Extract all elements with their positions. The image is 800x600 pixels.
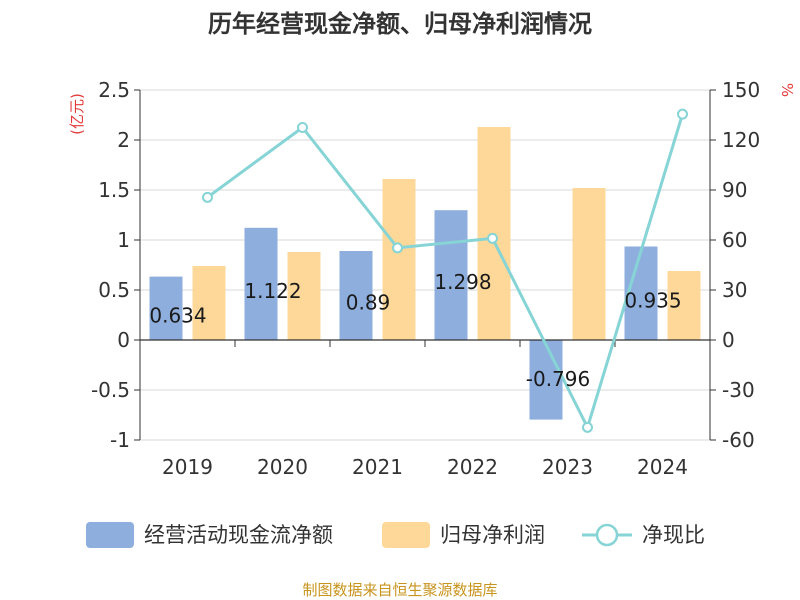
bar-cashflow-2021 <box>339 251 373 340</box>
x-tick-label: 2024 <box>637 455 688 479</box>
source-note: 制图数据来自恒生聚源数据库 <box>302 581 497 599</box>
x-axis <box>139 339 711 347</box>
right-tick-label: 60 <box>722 228 747 252</box>
bars <box>149 127 701 420</box>
bar-cashflow-2019 <box>149 276 183 340</box>
bar-cashflow-2023 <box>529 340 563 420</box>
legend: 经营活动现金流净额 归母净利润 净现比 <box>86 522 705 548</box>
left-axis: -1 -0.5 0 0.5 1 1.5 2 2.5 <box>91 78 141 452</box>
left-tick-label: 2 <box>117 128 130 152</box>
left-tick-label: -0.5 <box>91 378 130 402</box>
right-axis: -60 -30 0 30 60 90 120 150 <box>709 78 760 452</box>
data-label-cashflow-2023: -0.796 <box>526 367 590 391</box>
bar-cashflow-2022 <box>434 210 468 340</box>
right-tick-label: 150 <box>722 78 760 102</box>
right-axis-unit: % <box>778 83 796 97</box>
ratio-line <box>202 108 688 433</box>
ratio-point-2023 <box>582 421 593 433</box>
x-tick-label: 2021 <box>352 455 403 479</box>
bar-profit-2024 <box>667 271 701 340</box>
bar-cashflow-2020 <box>244 227 278 340</box>
right-tick-label: 30 <box>722 278 747 302</box>
bar-profit-2023 <box>572 188 606 340</box>
ratio-line-path <box>206 113 684 432</box>
legend-swatch-profit <box>382 522 430 548</box>
legend-label-ratio: 净现比 <box>642 523 705 547</box>
left-tick-label: -1 <box>110 428 130 452</box>
data-labels: 0.634 1.122 0.89 1.298 -0.796 0.935 <box>149 270 681 391</box>
ratio-point-2019 <box>202 191 213 203</box>
bar-profit-2020 <box>287 252 321 340</box>
legend-swatch-cashflow <box>86 522 134 548</box>
data-label-cashflow-2022: 1.298 <box>434 270 491 294</box>
data-label-cashflow-2021: 0.89 <box>346 291 391 315</box>
legend-label-profit: 归母净利润 <box>440 523 545 547</box>
left-tick-label: 1.5 <box>98 178 130 202</box>
x-tick-label: 2020 <box>257 455 308 479</box>
left-axis-unit: (亿元) <box>68 93 86 135</box>
bar-profit-2019 <box>192 266 226 340</box>
left-tick-label: 0.5 <box>98 278 130 302</box>
bar-profit-2021 <box>382 179 416 340</box>
ratio-point-2020 <box>297 122 308 133</box>
x-axis-labels: 2019 2020 2021 2022 2023 2024 <box>162 455 688 479</box>
left-tick-label: 1 <box>117 228 130 252</box>
left-tick-label: 2.5 <box>98 78 130 102</box>
x-tick-label: 2023 <box>542 455 593 479</box>
data-label-cashflow-2020: 1.122 <box>244 279 301 303</box>
right-tick-label: 90 <box>722 178 747 202</box>
right-tick-label: 120 <box>722 128 760 152</box>
right-tick-label: -60 <box>722 428 755 452</box>
x-tick-label: 2022 <box>447 455 498 479</box>
left-tick-label: 0 <box>117 328 130 352</box>
ratio-point-2021 <box>392 242 403 254</box>
bar-cashflow-2024 <box>624 246 658 340</box>
ratio-point-2024 <box>677 108 688 120</box>
chart-title: 历年经营现金净额、归母净利润情况 <box>208 10 592 38</box>
legend-swatch-ratio-marker <box>595 523 619 547</box>
right-tick-label: -30 <box>722 378 755 402</box>
legend-label-cashflow: 经营活动现金流净额 <box>144 523 333 547</box>
ratio-point-2022 <box>487 232 498 244</box>
x-tick-label: 2019 <box>162 455 213 479</box>
data-label-cashflow-2019: 0.634 <box>149 303 206 327</box>
data-label-cashflow-2024: 0.935 <box>624 288 681 312</box>
right-tick-label: 0 <box>722 328 735 352</box>
grid-lines <box>140 89 710 441</box>
